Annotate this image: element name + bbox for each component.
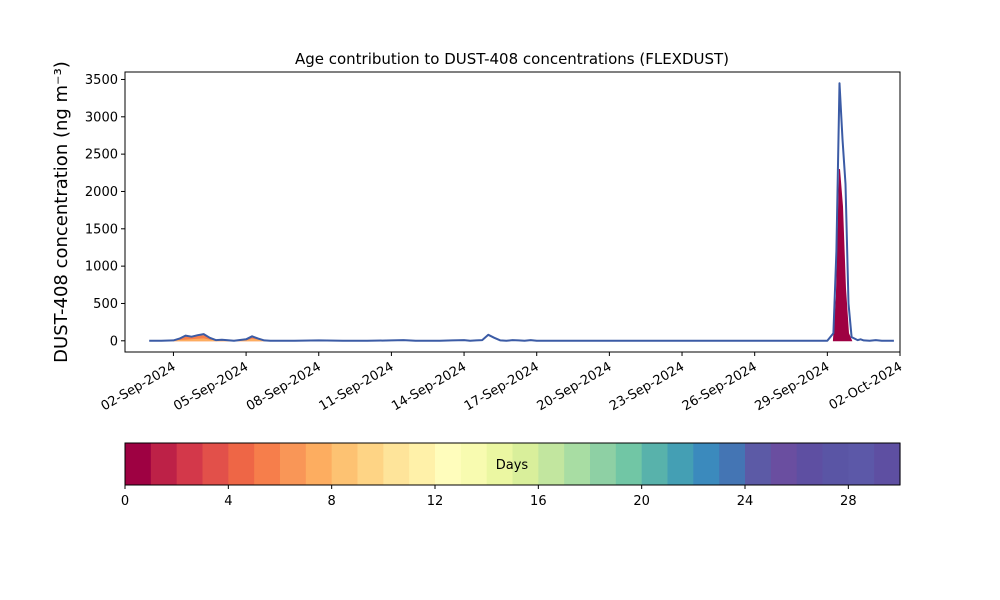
y-axis: 0 500 1000 1500 2000 2500 3000 3500 bbox=[85, 73, 125, 349]
colorbar-tick-label: 8 bbox=[328, 494, 336, 509]
y-tick-label: 3000 bbox=[85, 110, 118, 125]
y-tick-label: 0 bbox=[110, 334, 118, 349]
y-tick-label: 500 bbox=[93, 297, 118, 312]
colorbar-segment bbox=[719, 443, 746, 485]
total-concentration-line bbox=[149, 82, 894, 342]
colorbar-tick-label: 4 bbox=[224, 494, 232, 509]
x-tick-label: 11-Sep-2024 bbox=[317, 359, 397, 414]
colorbar-tick-label: 28 bbox=[840, 494, 857, 509]
colorbar-frame bbox=[124, 442, 901, 486]
x-tick-label: 02-Oct-2024 bbox=[827, 359, 905, 413]
y-tick-label: 1000 bbox=[85, 260, 118, 275]
x-tick-label: 17-Sep-2024 bbox=[462, 359, 542, 414]
colorbar-ticks: 0 4 8 12 16 20 24 28 bbox=[121, 485, 857, 509]
colorbar-segment bbox=[486, 443, 514, 485]
x-tick-label: 23-Sep-2024 bbox=[607, 359, 687, 414]
colorbar-segment bbox=[409, 443, 436, 485]
colorbar-segment bbox=[460, 443, 488, 485]
colorbar-segment bbox=[564, 443, 591, 485]
x-tick-label: 02-Sep-2024 bbox=[99, 359, 179, 414]
colorbar-segment bbox=[254, 443, 281, 485]
age-bands-layer bbox=[173, 169, 853, 342]
y-axis-label: DUST-408 concentration (ng m⁻³) bbox=[51, 61, 72, 363]
colorbar-segment bbox=[848, 443, 875, 485]
colorbar-segment bbox=[590, 443, 617, 485]
colorbar-segment bbox=[435, 443, 462, 485]
y-tick-label: 3500 bbox=[85, 73, 118, 88]
colorbar-segment bbox=[822, 443, 849, 485]
colorbar-segment bbox=[615, 443, 643, 485]
x-tick-label: 26-Sep-2024 bbox=[680, 359, 760, 414]
x-tick-label: 29-Sep-2024 bbox=[752, 359, 832, 414]
colorbar-segment bbox=[331, 443, 359, 485]
colorbar-segment bbox=[305, 443, 333, 485]
age-band-area-1d bbox=[832, 169, 853, 342]
total-series-layer bbox=[149, 82, 894, 342]
chart-title: Age contribution to DUST-408 concentrati… bbox=[295, 50, 729, 68]
colorbar-segment bbox=[538, 443, 565, 485]
colorbar-segment bbox=[150, 443, 178, 485]
colorbar-segment bbox=[874, 443, 901, 485]
colorbar-tick-label: 12 bbox=[427, 494, 444, 509]
colorbar-segment bbox=[357, 443, 384, 485]
plot-frame bbox=[124, 71, 901, 353]
colorbar-segment bbox=[745, 443, 772, 485]
colorbar-segment bbox=[228, 443, 255, 485]
colorbar-segment bbox=[693, 443, 720, 485]
colorbar-segment bbox=[202, 443, 229, 485]
colorbar-label: Days bbox=[496, 458, 529, 473]
colorbar-segment bbox=[125, 443, 152, 485]
colorbar-tick-label: 16 bbox=[530, 494, 547, 509]
colorbar-tick-label: 24 bbox=[737, 494, 754, 509]
colorbar-tick-label: 20 bbox=[633, 494, 650, 509]
x-tick-label: 20-Sep-2024 bbox=[535, 359, 615, 414]
colorbar-segment bbox=[512, 443, 539, 485]
colorbar-segment bbox=[667, 443, 694, 485]
x-tick-label: 05-Sep-2024 bbox=[171, 359, 251, 414]
colorbar-segment bbox=[770, 443, 798, 485]
x-tick-label: 14-Sep-2024 bbox=[389, 359, 469, 414]
x-tick-label: 08-Sep-2024 bbox=[244, 359, 324, 414]
colorbar-segment bbox=[796, 443, 824, 485]
colorbar bbox=[125, 443, 901, 485]
x-axis: 02-Sep-202405-Sep-202408-Sep-202411-Sep-… bbox=[99, 352, 905, 414]
colorbar-segment bbox=[176, 443, 204, 485]
colorbar-segment bbox=[383, 443, 410, 485]
colorbar-segment bbox=[641, 443, 669, 485]
y-tick-label: 2500 bbox=[85, 148, 118, 163]
colorbar-segment bbox=[280, 443, 307, 485]
y-tick-label: 2000 bbox=[85, 185, 118, 200]
y-tick-label: 1500 bbox=[85, 222, 118, 237]
colorbar-tick-label: 0 bbox=[121, 494, 129, 509]
